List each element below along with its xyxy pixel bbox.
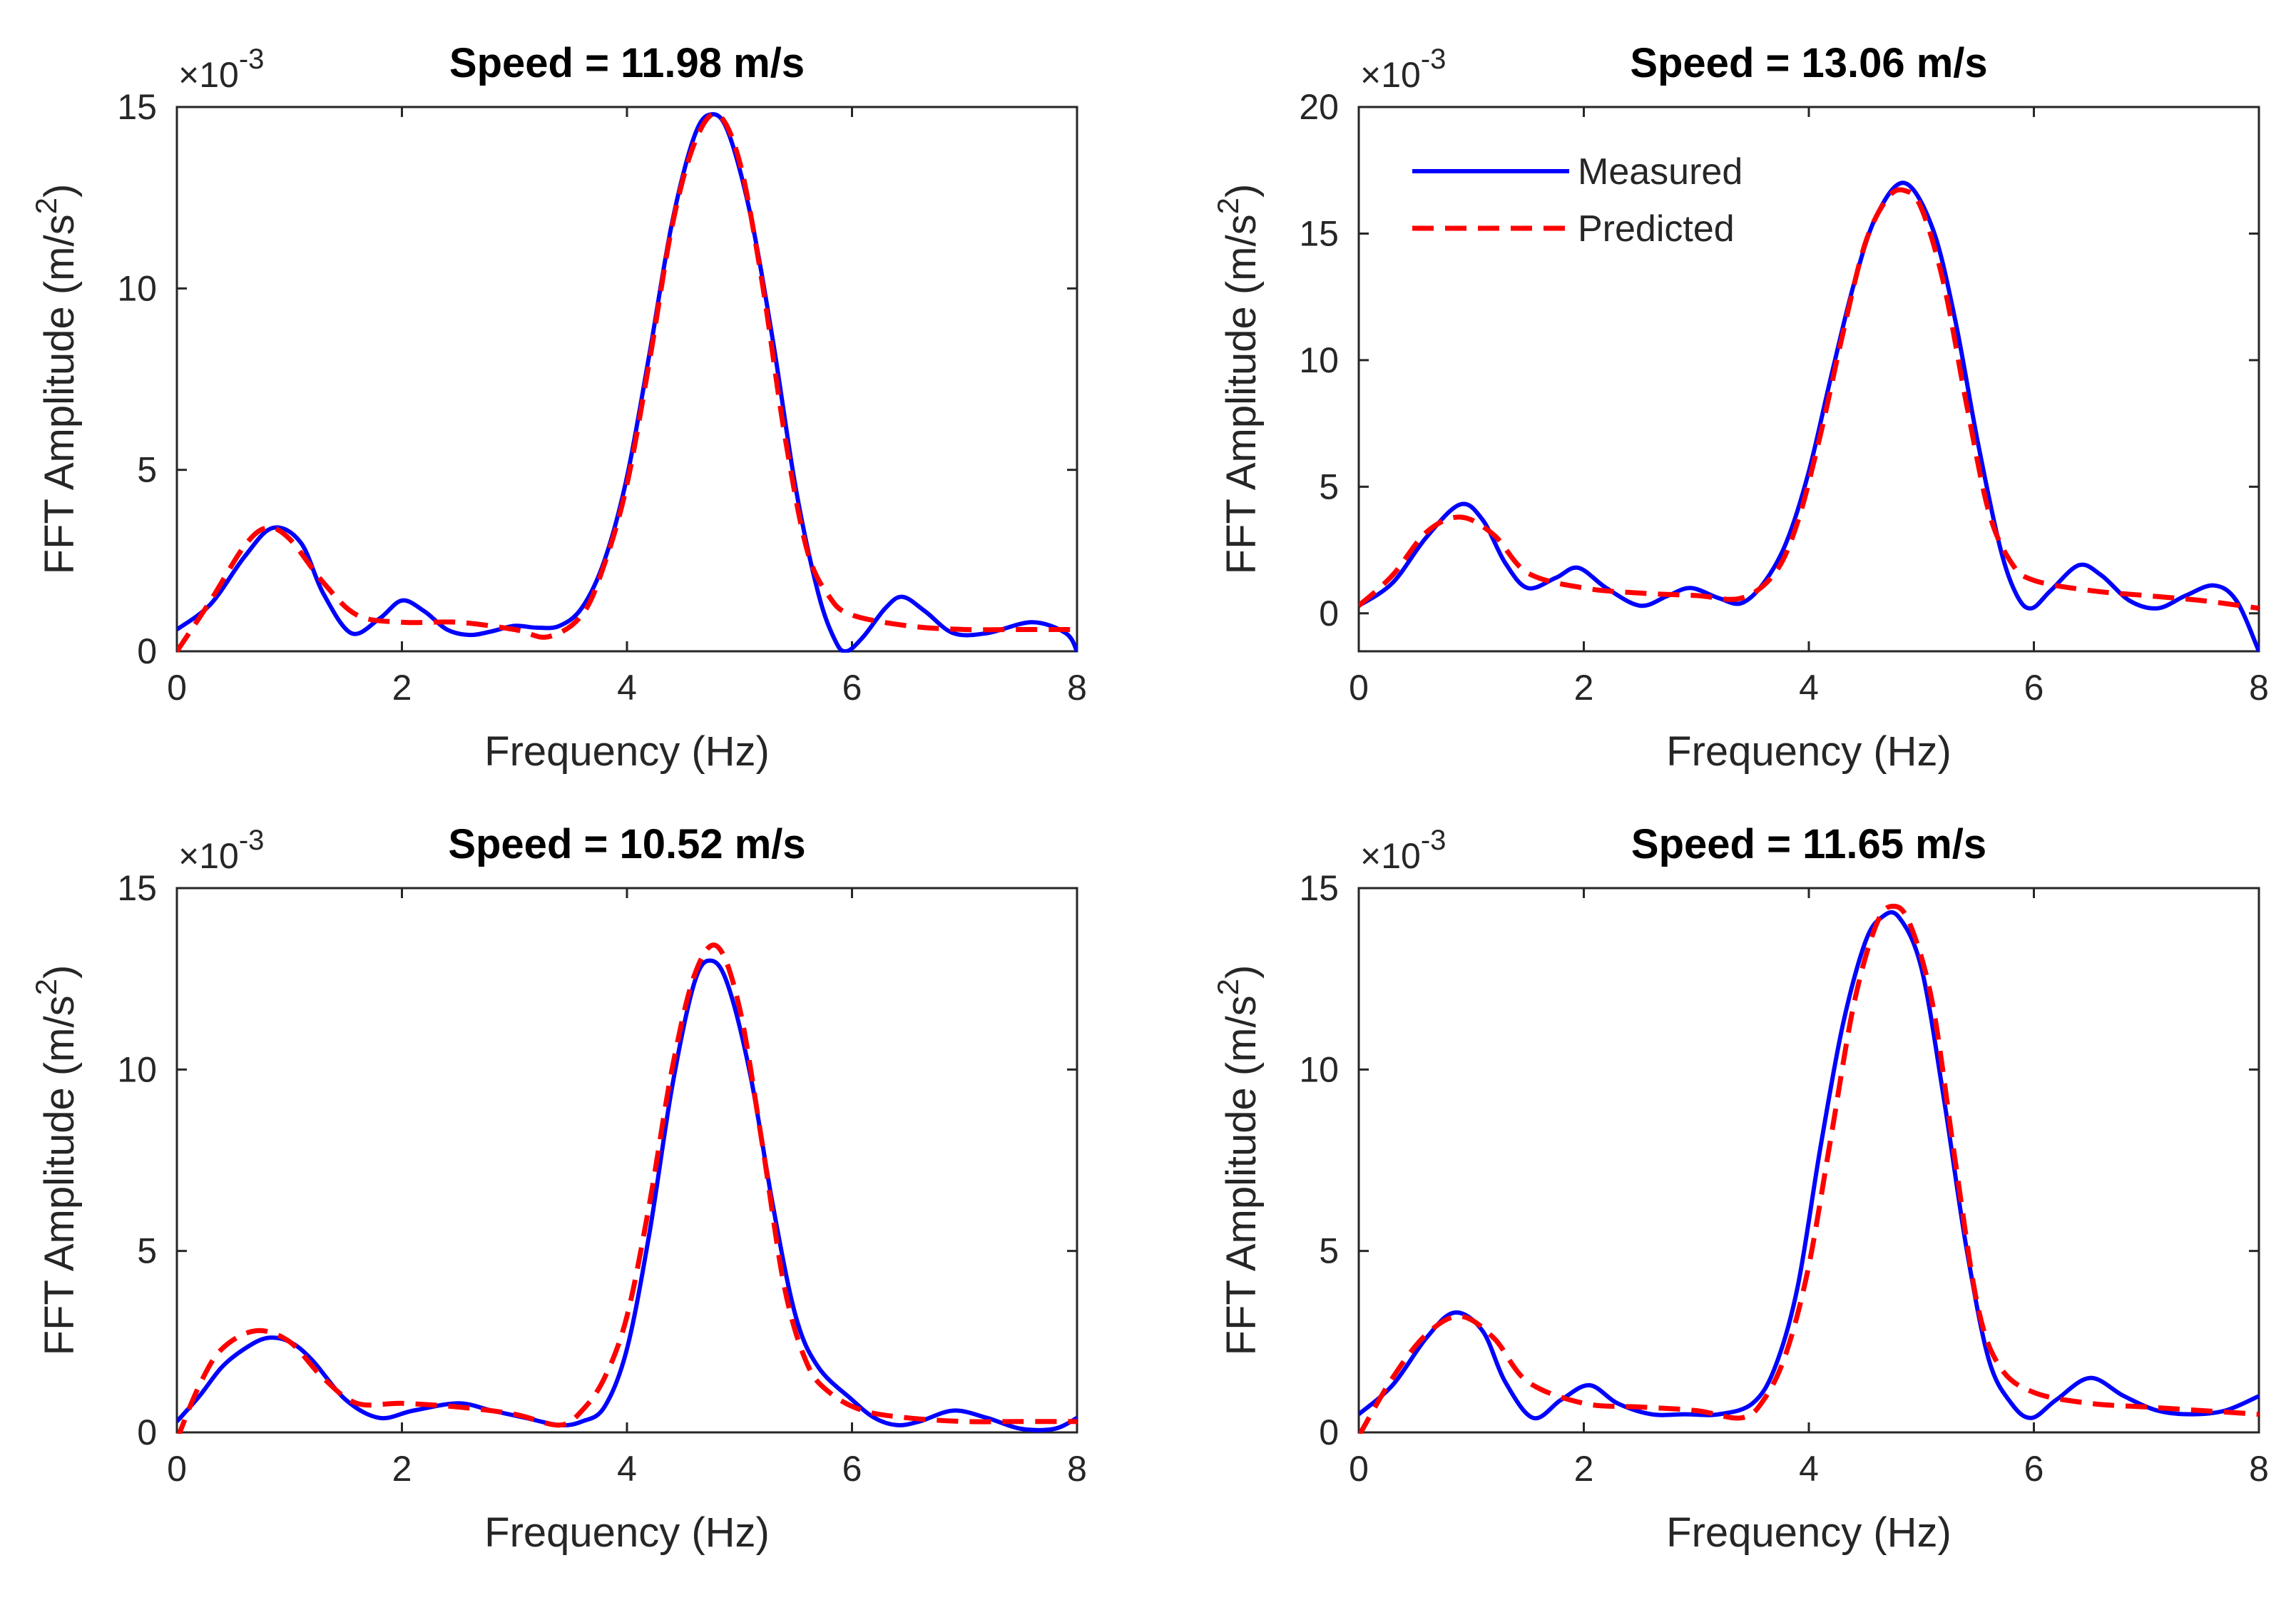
y-tick-label: 5 <box>1319 1231 1339 1271</box>
subplot-2: 0 2 4 6 8 0 5 10 15 20 ×10-3 Speed = 13.06 m/s Frequ… <box>1211 40 2269 775</box>
y-axis-label: FFT Amplitude (m/s2) <box>29 184 83 575</box>
legend-predicted-label: Predicted <box>1578 208 1735 250</box>
y-axis-label: FFT Amplitude (m/s2) <box>29 965 83 1356</box>
x-tick-label: 4 <box>1799 1449 1819 1489</box>
y-tick-label: 15 <box>117 868 157 908</box>
x-tick-label: 4 <box>617 1449 637 1489</box>
y-tick-label: 15 <box>1299 868 1339 908</box>
series-group <box>1359 903 2259 1434</box>
y-tick-label: 15 <box>117 87 157 127</box>
series-group <box>1359 180 2259 653</box>
axes-box <box>1357 106 2260 653</box>
y-scale-multiplier: ×10-3 <box>1360 825 1446 876</box>
x-tick-label: 6 <box>842 668 862 708</box>
subplot-3: 0 2 4 6 8 0 5 10 15 ×10-3 Speed = 10.52 m/s Frequen… <box>29 821 1087 1556</box>
subplot-title: Speed = 11.98 m/s <box>449 40 805 86</box>
x-tick-label: 8 <box>1067 1449 1087 1489</box>
x-axis-label: Frequency (Hz) <box>1666 728 1951 775</box>
series-predicted-line <box>1359 903 2259 1434</box>
subplot-title: Speed = 10.52 m/s <box>448 821 805 867</box>
x-tick-label: 6 <box>2024 668 2044 708</box>
y-tick-label: 15 <box>1299 213 1339 253</box>
y-tick-label: 0 <box>137 631 157 671</box>
series-group <box>177 942 1077 1434</box>
series-group <box>177 111 1077 653</box>
x-tick-label: 0 <box>167 1449 187 1489</box>
y-tick-label: 10 <box>117 268 157 308</box>
y-tick-label: 5 <box>1319 467 1339 506</box>
x-tick-label: 2 <box>1574 1449 1594 1489</box>
x-axis-label: Frequency (Hz) <box>484 1509 770 1556</box>
y-tick-label: 5 <box>137 450 157 490</box>
series-measured-line <box>1359 910 2259 1421</box>
y-scale-multiplier: ×10-3 <box>1360 44 1446 95</box>
y-tick-label: 0 <box>137 1412 157 1452</box>
x-tick-label: 4 <box>1799 668 1819 708</box>
x-tick-label: 8 <box>1067 668 1087 708</box>
y-tick-label: 10 <box>117 1049 157 1089</box>
legend-measured-label: Measured <box>1578 151 1743 193</box>
x-tick-label: 4 <box>617 668 637 708</box>
legend: Measured Predicted <box>1412 151 1743 250</box>
x-tick-label: 2 <box>392 668 412 708</box>
series-measured-line <box>177 958 1077 1432</box>
x-tick-label: 2 <box>1574 668 1594 708</box>
subplot-4: 0 2 4 6 8 0 5 10 15 ×10-3 Speed = 11.65 m/s Frequen… <box>1211 821 2269 1556</box>
subplot-title: Speed = 13.06 m/s <box>1630 40 1987 86</box>
x-tick-label: 0 <box>1349 668 1369 708</box>
y-axis-label: FFT Amplitude (m/s2) <box>1211 184 1265 575</box>
x-axis-label: Frequency (Hz) <box>1666 1509 1951 1556</box>
y-scale-multiplier: ×10-3 <box>178 44 264 95</box>
x-tick-label: 8 <box>2249 1449 2269 1489</box>
x-tick-label: 2 <box>392 1449 412 1489</box>
y-axis-label: FFT Amplitude (m/s2) <box>1211 965 1265 1356</box>
x-tick-label: 8 <box>2249 668 2269 708</box>
x-tick-label: 6 <box>2024 1449 2044 1489</box>
series-predicted-line <box>177 111 1077 653</box>
y-scale-multiplier: ×10-3 <box>178 825 264 876</box>
x-tick-label: 0 <box>167 668 187 708</box>
y-tick-label: 10 <box>1299 1049 1339 1089</box>
subplot-1: 0 2 4 6 8 0 5 10 15 ×10-3 Speed = 11.98 m/s Frequen… <box>29 40 1087 775</box>
subplot-title: Speed = 11.65 m/s <box>1631 821 1986 867</box>
x-axis-label: Frequency (Hz) <box>484 728 770 775</box>
series-measured-line <box>1359 180 2259 653</box>
series-measured-line <box>177 112 1077 653</box>
series-predicted-line <box>1359 187 2259 611</box>
series-predicted-line <box>177 942 1077 1434</box>
y-tick-label: 20 <box>1299 87 1339 127</box>
y-tick-label: 10 <box>1299 340 1339 380</box>
x-tick-label: 6 <box>842 1449 862 1489</box>
y-tick-label: 0 <box>1319 593 1339 633</box>
y-tick-label: 5 <box>137 1231 157 1271</box>
x-tick-label: 0 <box>1349 1449 1369 1489</box>
y-tick-label: 0 <box>1319 1412 1339 1452</box>
